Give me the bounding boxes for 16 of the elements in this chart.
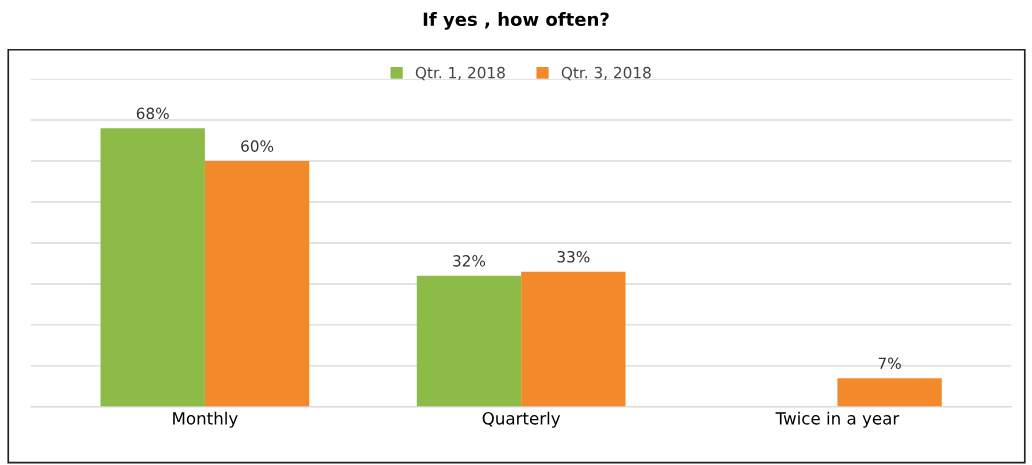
bar: [521, 271, 626, 407]
x-tick-label: Quarterly: [482, 411, 561, 428]
x-tick-label: Twice in a year: [775, 411, 900, 428]
bar: [100, 128, 205, 407]
bar: [416, 275, 522, 407]
chart-title: If yes , how often?: [423, 12, 609, 30]
data-label: 33%: [557, 250, 590, 263]
legend-label: Qtr. 3, 2018: [561, 66, 651, 81]
bar: [204, 161, 310, 407]
legend-label: Qtr. 1, 2018: [415, 66, 505, 81]
data-label: 68%: [136, 107, 169, 120]
x-tick-label: Monthly: [173, 411, 238, 428]
data-label: 7%: [878, 357, 901, 370]
bar: [837, 378, 942, 407]
data-label: 60%: [241, 140, 274, 152]
data-label: 32%: [453, 255, 486, 267]
